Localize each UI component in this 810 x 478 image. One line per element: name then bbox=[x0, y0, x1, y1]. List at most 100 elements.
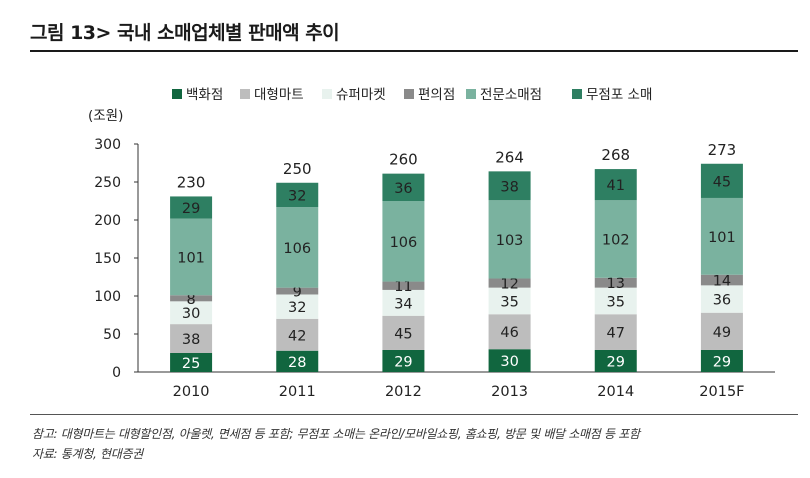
data-label: 29 bbox=[713, 354, 731, 370]
bar-segment-3 bbox=[382, 281, 425, 290]
legend-label-4: 전문소매점 bbox=[480, 87, 542, 103]
bar-segment-4 bbox=[488, 200, 531, 279]
bar-segment-1 bbox=[170, 324, 213, 353]
data-label: 101 bbox=[708, 230, 736, 246]
legend-swatch-2 bbox=[322, 89, 332, 99]
data-label: 30 bbox=[182, 306, 200, 322]
bar-segment-2 bbox=[382, 289, 425, 316]
bar-segment-0 bbox=[276, 350, 319, 372]
bar-segment-2 bbox=[594, 287, 637, 315]
y-tick-label: 200 bbox=[94, 213, 121, 229]
bar-segment-0 bbox=[488, 349, 531, 372]
title-rule bbox=[30, 50, 798, 52]
data-label: 36 bbox=[394, 181, 412, 197]
legend-label-1: 대형마트 bbox=[254, 87, 304, 103]
data-label: 45 bbox=[713, 174, 731, 190]
bar-segment-2 bbox=[276, 294, 319, 319]
y-tick-label: 0 bbox=[112, 365, 121, 381]
bar-segment-1 bbox=[382, 315, 425, 350]
data-label: 45 bbox=[394, 326, 412, 342]
bar-segment-1 bbox=[488, 314, 531, 350]
x-tick-label: 2010 bbox=[173, 384, 210, 400]
bar-segment-5 bbox=[382, 173, 425, 201]
data-label: 30 bbox=[500, 354, 518, 370]
bar-segment-5 bbox=[700, 163, 743, 198]
bar-segment-4 bbox=[700, 197, 743, 275]
y-tick-label: 100 bbox=[94, 289, 121, 305]
x-tick-label: 2012 bbox=[385, 384, 422, 400]
data-label: 29 bbox=[182, 201, 200, 217]
data-label: 8 bbox=[186, 292, 195, 308]
data-label: 14 bbox=[713, 274, 731, 290]
data-label: 42 bbox=[288, 328, 306, 344]
data-label: 101 bbox=[177, 250, 205, 266]
bar-segment-0 bbox=[382, 349, 425, 372]
y-tick-label: 300 bbox=[94, 137, 121, 153]
x-tick-label: 2013 bbox=[491, 384, 528, 400]
total-label: 260 bbox=[389, 151, 418, 169]
data-label: 12 bbox=[500, 277, 518, 293]
y-tick-label: 150 bbox=[94, 251, 121, 267]
data-label: 32 bbox=[288, 188, 306, 204]
bar-segment-2 bbox=[488, 287, 531, 315]
x-tick-label: 2011 bbox=[279, 384, 316, 400]
x-tick-label: 2015F bbox=[699, 384, 744, 400]
bar-segment-0 bbox=[700, 349, 743, 372]
legend-swatch-5 bbox=[572, 89, 582, 99]
bar-segment-4 bbox=[170, 218, 213, 296]
bar-segment-1 bbox=[276, 318, 319, 351]
bar-segment-1 bbox=[700, 312, 743, 350]
data-label: 49 bbox=[713, 325, 731, 341]
source-note: 자료: 통계청, 현대증권 bbox=[32, 447, 143, 461]
bar-segment-3 bbox=[488, 278, 531, 288]
chart-title: 그림 13> 국내 소매업체별 판매액 추이 bbox=[30, 22, 340, 44]
data-label: 32 bbox=[288, 300, 306, 316]
bar-segment-5 bbox=[594, 169, 637, 201]
bar-segment-3 bbox=[594, 277, 637, 288]
data-label: 47 bbox=[607, 326, 625, 342]
data-label: 11 bbox=[394, 279, 412, 295]
legend-label-3: 편의점 bbox=[418, 87, 455, 103]
data-label: 38 bbox=[500, 179, 518, 195]
y-tick-label: 250 bbox=[94, 175, 121, 191]
legend-label-0: 백화점 bbox=[186, 87, 223, 103]
data-label: 103 bbox=[496, 233, 524, 249]
bar-segment-3 bbox=[700, 274, 743, 286]
footer-rule bbox=[30, 414, 798, 415]
total-label: 264 bbox=[495, 148, 524, 166]
bar-segment-4 bbox=[382, 201, 425, 282]
data-label: 106 bbox=[283, 241, 311, 257]
bar-segment-4 bbox=[594, 200, 637, 278]
data-label: 38 bbox=[182, 332, 200, 348]
bar-segment-3 bbox=[170, 295, 213, 302]
legend-swatch-0 bbox=[172, 89, 182, 99]
total-label: 250 bbox=[283, 160, 312, 178]
bar-segment-1 bbox=[594, 314, 637, 350]
data-label: 46 bbox=[500, 325, 518, 341]
total-label: 230 bbox=[177, 173, 206, 191]
data-label: 9 bbox=[293, 285, 302, 301]
x-tick-label: 2014 bbox=[597, 384, 634, 400]
data-label: 29 bbox=[394, 354, 412, 370]
legend-label-2: 슈퍼마켓 bbox=[336, 87, 386, 103]
y-tick-label: 50 bbox=[103, 327, 121, 343]
data-label: 36 bbox=[713, 293, 731, 309]
data-label: 29 bbox=[607, 354, 625, 370]
total-label: 268 bbox=[601, 146, 630, 164]
bar-segment-5 bbox=[170, 196, 213, 219]
bar-segment-0 bbox=[170, 353, 213, 372]
data-label: 25 bbox=[182, 356, 200, 372]
y-axis-label: (조원) bbox=[88, 108, 123, 124]
legend-swatch-4 bbox=[466, 89, 476, 99]
bar-segment-0 bbox=[594, 349, 637, 372]
data-label: 34 bbox=[394, 296, 412, 312]
legend-swatch-3 bbox=[404, 89, 414, 99]
data-label: 13 bbox=[607, 276, 625, 292]
bar-segment-2 bbox=[700, 285, 743, 313]
legend-swatch-1 bbox=[240, 89, 250, 99]
legend-label-5: 무점포 소매 bbox=[586, 87, 652, 103]
data-label: 28 bbox=[288, 355, 306, 371]
footnote: 참고: 대형마트는 대형할인점, 아울렛, 면세점 등 포함; 무점포 소매는 … bbox=[32, 427, 640, 441]
bar-segment-5 bbox=[276, 182, 319, 208]
